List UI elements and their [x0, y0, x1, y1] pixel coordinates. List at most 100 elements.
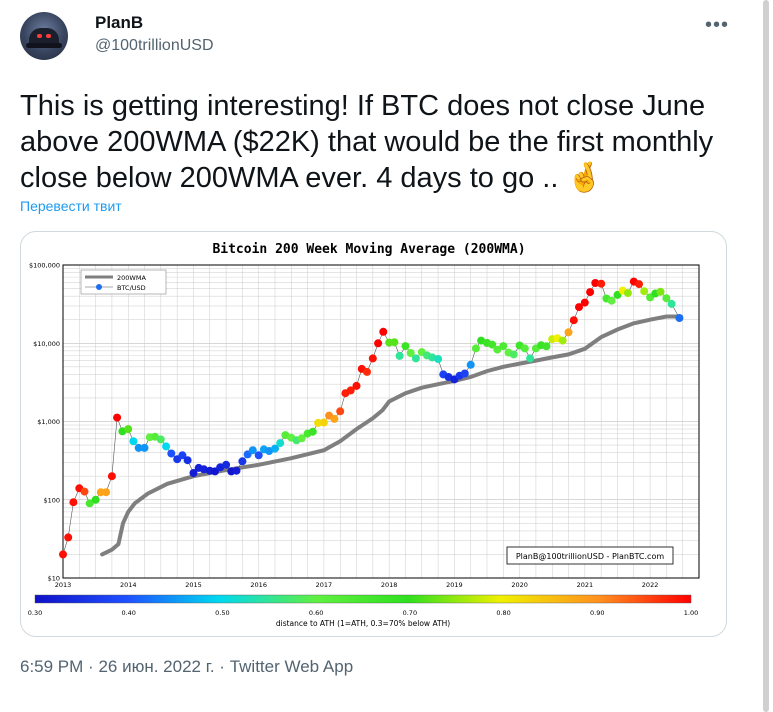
colorbar-tick-label: 1.00 [684, 609, 698, 617]
btc-point [162, 442, 171, 451]
btc-point [59, 550, 67, 559]
btc-point [80, 487, 89, 496]
btc-point [564, 328, 573, 337]
btc-point [406, 349, 415, 357]
btc-point [222, 460, 231, 469]
btc-point [434, 355, 443, 363]
btc-point [558, 336, 567, 345]
btc-point [336, 407, 345, 416]
tweet-text: This is getting interesting! If BTC does… [20, 90, 714, 194]
btc-point [379, 327, 388, 336]
btc-point [248, 446, 257, 455]
btc-point [493, 345, 502, 354]
btc-point [113, 413, 122, 422]
btc-point [597, 279, 606, 288]
plot-frame [62, 264, 700, 579]
btc-point [352, 381, 361, 390]
btc-point [69, 498, 78, 507]
btc-point [238, 457, 247, 466]
y-tick-label: $100 [43, 496, 60, 504]
btc-point [569, 316, 578, 325]
btc-point [499, 342, 508, 351]
btc-point [675, 314, 684, 322]
y-tick-label: $1,000 [37, 418, 60, 426]
avatar-eye-right [46, 34, 51, 38]
chart-svg: Bitcoin 200 Week Moving Average (200WMA)… [28, 242, 700, 628]
btc-point [129, 437, 138, 446]
chart-grid [62, 265, 700, 579]
user-handle[interactable]: @100trillionUSD [95, 37, 214, 54]
colorbar-tick-label: 0.30 [28, 609, 42, 617]
btc-point [667, 299, 676, 308]
btc-point [471, 344, 480, 353]
btc-point [488, 340, 497, 349]
colorbar-label: distance to ATH (1=ATH, 0.3=70% below AT… [276, 619, 450, 628]
tweet-media-chart[interactable]: Bitcoin 200 Week Moving Average (200WMA)… [20, 231, 727, 637]
scrollbar-thumb[interactable] [763, 0, 769, 712]
user-name[interactable]: PlanB [95, 13, 144, 32]
btc-point [140, 443, 149, 452]
meta-separator: · [88, 657, 94, 676]
btc-point [107, 472, 116, 481]
btc-point [156, 435, 165, 444]
btc-point [542, 342, 551, 351]
btc-point [276, 439, 285, 448]
chart-credit: PlanB@100trillionUSD - PlanBTC.com [506, 546, 674, 565]
btc-point [635, 280, 643, 289]
btc-point [319, 418, 328, 427]
btc-point [167, 449, 176, 458]
credit-label: PlanB@100trillionUSD - PlanBTC.com [516, 552, 664, 561]
scrollbar[interactable] [763, 0, 769, 712]
btc-point [395, 351, 404, 360]
btc-point [526, 354, 535, 363]
btc-point [580, 298, 589, 307]
btc-point [623, 289, 632, 298]
btc-point [271, 444, 279, 453]
avatar-cap-icon [29, 28, 59, 46]
btc-point [662, 294, 671, 303]
colorbar-tick-label: 0.50 [215, 609, 229, 617]
btc-point [232, 466, 241, 475]
btc-point [575, 303, 583, 312]
x-tick-label: 2013 [55, 581, 72, 589]
x-tick-label: 2016 [250, 581, 267, 589]
colorbar-tick-label: 0.70 [403, 609, 417, 617]
btc-point [520, 344, 529, 353]
btc-point [390, 338, 399, 347]
y-tick-label: $10 [48, 575, 60, 583]
btc-point [586, 288, 595, 297]
wma-line [100, 314, 682, 557]
avatar-eye-left [37, 34, 42, 38]
tweet-date[interactable]: 26 июн. 2022 г. [98, 657, 215, 676]
colorbar-tick-label: 0.90 [590, 609, 604, 617]
btc-point [64, 533, 73, 542]
btc-point [254, 451, 263, 460]
btc-point [368, 354, 377, 363]
y-tick-label: $10,000 [33, 340, 60, 348]
x-tick-label: 2020 [511, 581, 528, 589]
btc-points [59, 277, 684, 559]
btc-point [297, 434, 306, 443]
btc-point [183, 456, 192, 465]
btc-point [363, 367, 371, 376]
avatar[interactable] [20, 12, 68, 60]
btc-point [178, 451, 187, 460]
more-dots-icon[interactable]: ••• [704, 13, 729, 36]
btc-point [346, 386, 355, 395]
x-tick-label: 2014 [120, 581, 137, 589]
credit-box [506, 546, 674, 565]
x-tick-label: 2018 [381, 581, 398, 589]
tweet-app[interactable]: Twitter Web App [229, 657, 354, 676]
btc-point [607, 296, 616, 305]
btc-point [308, 427, 317, 436]
btc-point [91, 495, 100, 504]
translate-tweet-link[interactable]: Перевести твит [20, 198, 122, 214]
legend-wma-label: 200WMA [117, 274, 146, 282]
meta-separator: · [219, 657, 225, 676]
colorbar-ticks: 0.30 0.40 0.50 0.60 0.70 0.80 0.90 1.00 [28, 609, 698, 617]
legend-btc-swatch [96, 284, 102, 290]
tweet-time[interactable]: 6:59 PM [20, 657, 84, 676]
x-tick-label: 2019 [446, 581, 463, 589]
btc-point [330, 414, 339, 423]
btc-point [102, 488, 111, 497]
